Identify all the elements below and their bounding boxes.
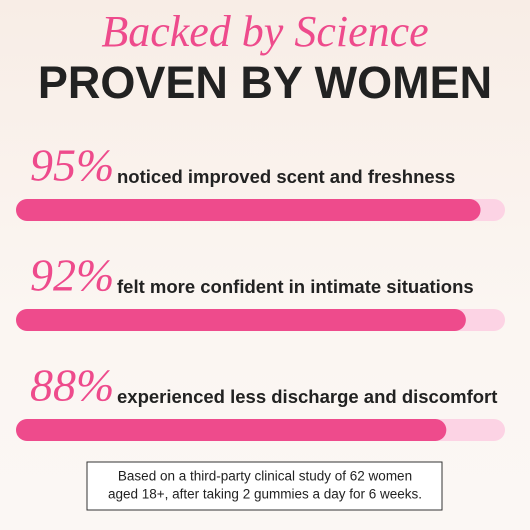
bar xyxy=(16,309,466,331)
category-label: felt more confident in intimate situatio… xyxy=(117,276,474,297)
bar xyxy=(16,419,447,441)
value-label: 92% xyxy=(30,250,114,301)
footnote: Based on a third-party clinical study of… xyxy=(118,469,412,484)
value-label: 88% xyxy=(30,360,114,411)
footnote: aged 18+, after taking 2 gummies a day f… xyxy=(108,487,422,502)
chart-title: Backed by Science xyxy=(101,7,428,56)
category-label: experienced less discharge and discomfor… xyxy=(117,386,497,407)
chart-subtitle: PROVEN BY WOMEN xyxy=(38,57,492,108)
category-label: noticed improved scent and freshness xyxy=(117,166,455,187)
footnote-box xyxy=(86,461,443,511)
bar xyxy=(16,199,481,221)
value-label: 95% xyxy=(30,140,114,191)
